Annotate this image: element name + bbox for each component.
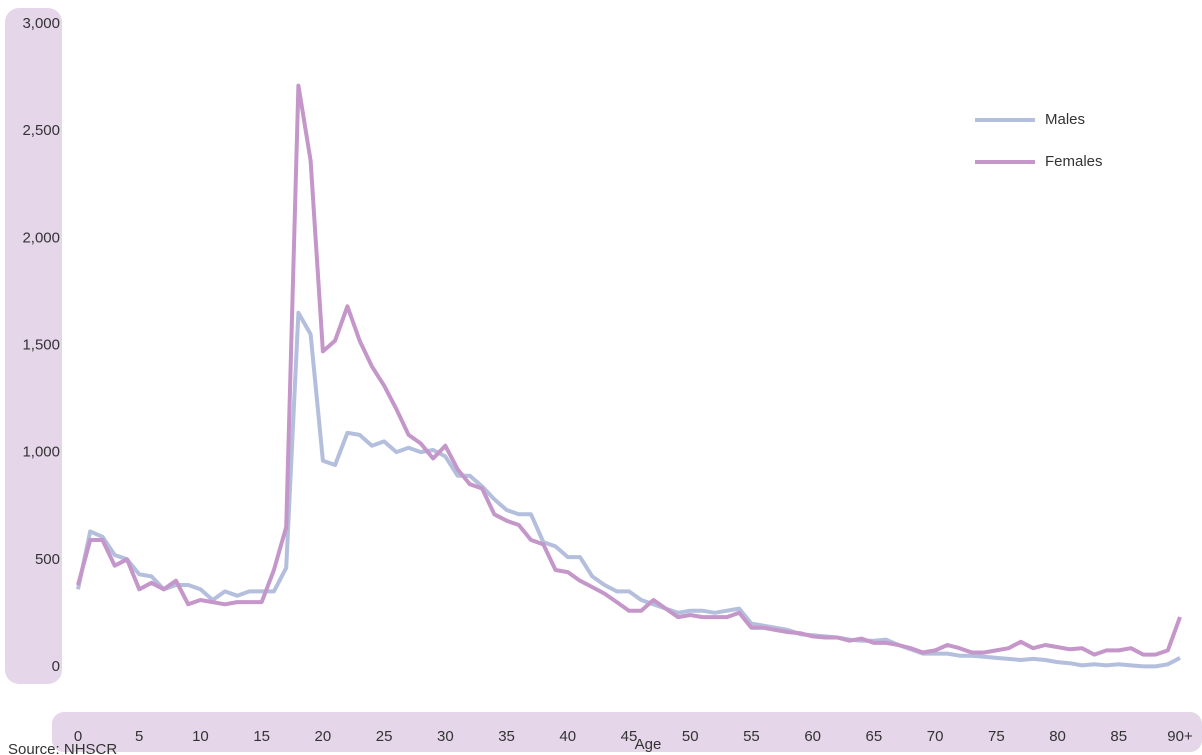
y-axis-band — [5, 8, 62, 684]
x-tick-label: 90+ — [1167, 728, 1193, 745]
y-tick-label: 1,500 — [22, 336, 60, 353]
x-tick-label: 0 — [74, 728, 82, 745]
x-tick-label: 65 — [866, 728, 883, 745]
x-tick-label: 25 — [376, 728, 393, 745]
y-tick-label: 500 — [35, 551, 60, 568]
x-tick-label: 40 — [559, 728, 576, 745]
x-tick-label: 5 — [135, 728, 143, 745]
x-tick-label: 45 — [621, 728, 638, 745]
x-tick-label: 85 — [1110, 728, 1127, 745]
x-axis-title: Age — [635, 736, 662, 753]
x-tick-label: 35 — [498, 728, 515, 745]
y-tick-label: 3,000 — [22, 15, 60, 32]
data-line — [76, 83, 1182, 657]
x-tick-label: 75 — [988, 728, 1005, 745]
y-tick-label: 2,000 — [22, 229, 60, 246]
x-tick-label: 80 — [1049, 728, 1066, 745]
x-tick-label: 10 — [192, 728, 209, 745]
legend-label: Males — [1045, 111, 1085, 128]
x-tick-label: 50 — [682, 728, 699, 745]
x-axis-band — [52, 712, 1202, 752]
y-tick-label: 2,500 — [22, 122, 60, 139]
x-tick-label: 60 — [804, 728, 821, 745]
x-tick-label: 70 — [927, 728, 944, 745]
x-tick-label: 20 — [315, 728, 332, 745]
x-tick-label: 30 — [437, 728, 454, 745]
x-tick-label: 55 — [743, 728, 760, 745]
data-line — [76, 310, 1181, 669]
y-tick-label: 1,000 — [22, 444, 60, 461]
y-tick-label: 0 — [52, 658, 60, 675]
source-note: Source: NHSCR — [8, 741, 117, 755]
x-tick-label: 15 — [253, 728, 270, 745]
legend-label: Females — [1045, 153, 1103, 170]
